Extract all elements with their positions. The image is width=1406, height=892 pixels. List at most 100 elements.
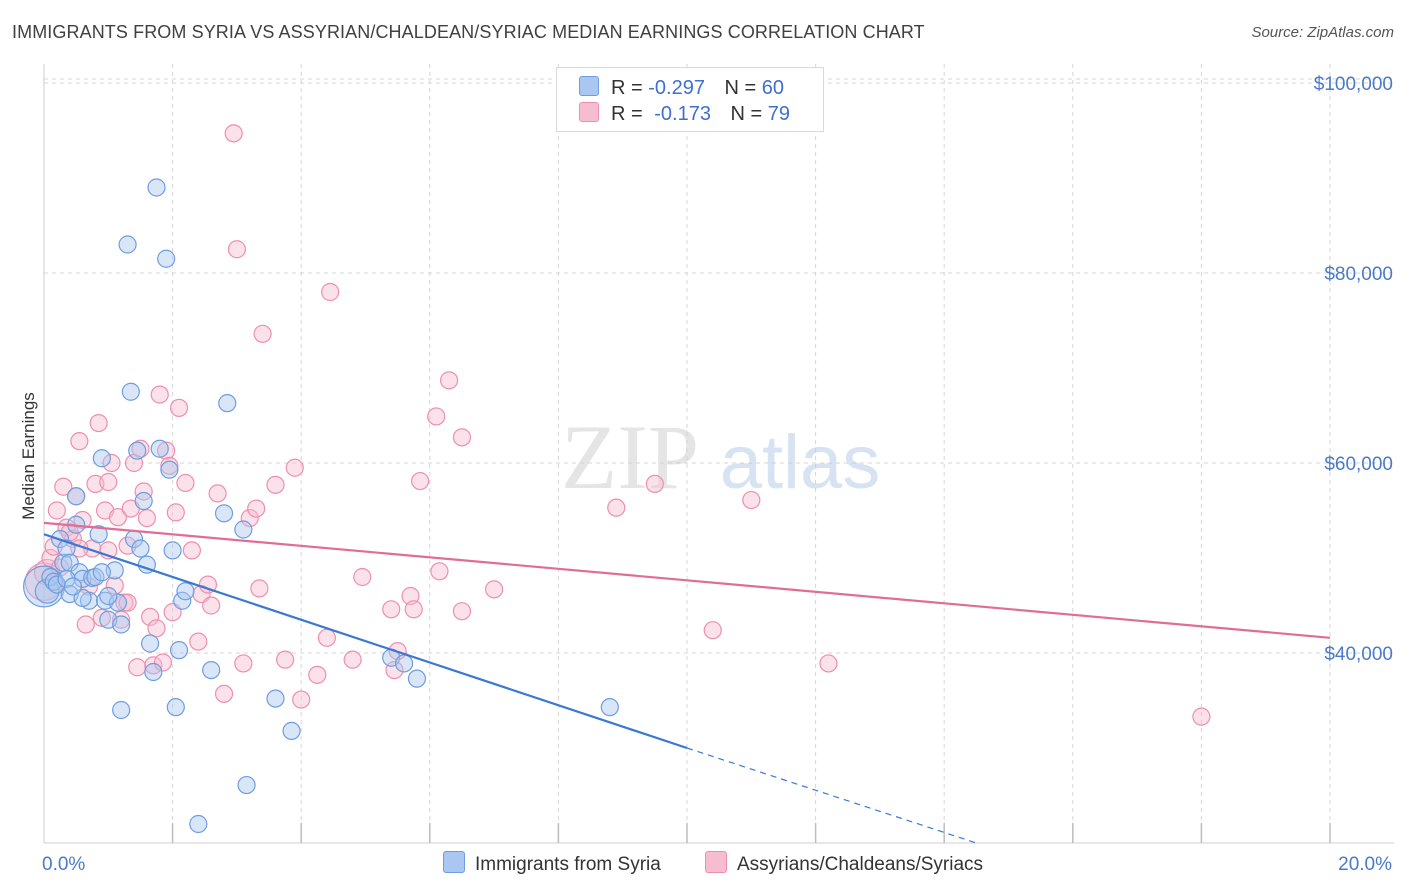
point-assyrians [1192,707,1211,726]
point-assyrians [819,654,838,673]
point-assyrians [70,432,89,451]
point-syria [189,814,208,834]
legend-swatch-syria [579,76,599,96]
legend-n-value: 60 [761,77,785,99]
point-syria [600,698,619,717]
point-assyrians [140,607,160,627]
point-assyrians [343,650,362,669]
point-assyrians [742,490,761,510]
bottom-legend-assyrians: Assyrians/Chaldeans/Syriacs [705,851,983,876]
axes-layer: $40,000 $60,000 $80,000 $100,000 0.0% 20.0% [42,64,1394,875]
point-assyrians [105,576,124,595]
point-assyrians [208,484,227,503]
point-assyrians [321,282,340,302]
legend-swatch-assyrians [579,102,599,122]
y-tick-label: $40,000 [1324,644,1393,665]
point-assyrians [47,501,66,520]
point-syria [266,689,285,708]
point-assyrians [439,371,459,390]
point-syria [140,634,160,653]
trend-line-assyrians [43,521,1331,639]
bottom-legend-swatch-assyrians [705,851,727,873]
point-assyrians [607,498,626,517]
point-syria [67,487,86,506]
point-assyrians [411,471,430,491]
point-assyrians [452,602,472,621]
point-assyrians [182,541,201,560]
bottom-legend-label-assyrians: Assyrians/Chaldeans/Syriacs [737,854,984,875]
point-assyrians [102,453,121,473]
point-assyrians [54,477,73,496]
point-syria [131,539,150,558]
point-assyrians [404,600,423,619]
point-assyrians [285,458,304,477]
point-assyrians [240,508,259,528]
point-syria [160,460,179,479]
y-tick-label: $60,000 [1324,454,1393,475]
point-assyrians [427,407,446,426]
point-syria [118,235,137,254]
point-assyrians [137,508,156,528]
point-syria [282,721,301,741]
correlation-legend: R = -0.297 N = 60 R = -0.173 N = 79 [556,67,824,132]
point-assyrians [430,562,449,581]
chart-title: IMMIGRANTS FROM SYRIA VS ASSYRIAN/CHALDE… [12,22,925,42]
point-assyrians [153,653,173,672]
point-syria [169,641,189,660]
legend-r-value: -0.297 [648,77,705,99]
point-assyrians [166,503,185,522]
point-assyrians [99,472,118,492]
point-assyrians [150,385,169,404]
point-assyrians [266,475,285,494]
point-assyrians [452,428,472,447]
trend-lines [43,521,1331,844]
bottom-legend-swatch-syria [443,851,465,873]
point-assyrians [134,482,153,501]
point-assyrians [224,124,243,143]
legend-n-label: N = [730,103,763,125]
legend-r-label: R = [611,103,643,125]
point-assyrians [234,654,253,673]
point-assyrians [176,473,195,493]
point-assyrians [89,414,108,433]
point-assyrians [253,324,272,343]
point-assyrians [118,593,137,612]
legend-r-label: R = [611,77,643,99]
watermark-atlas: atlas [720,420,881,505]
point-syria [92,563,111,582]
x-tick-label: 20.0% [1338,854,1392,875]
y-tick-label: $80,000 [1324,264,1393,285]
legend-n-label: N = [724,77,757,99]
bottom-legend-syria: Immigrants from Syria [443,851,661,876]
point-syria [147,178,166,197]
point-syria [121,382,140,401]
point-syria [99,586,118,606]
point-syria [176,582,195,601]
watermark-zip: ZIP [561,406,699,508]
point-assyrians [108,508,128,527]
point-syria [234,520,253,539]
point-syria [407,669,427,688]
point-assyrians [247,499,266,518]
point-syria [128,441,147,460]
point-assyrians [382,600,401,619]
point-assyrians [198,575,218,594]
point-syria [394,654,414,673]
point-assyrians [157,441,176,460]
y-axis-label: Median Earnings [19,392,38,520]
point-assyrians [76,615,95,634]
point-assyrians [169,398,189,417]
watermark: ZIP atlas [561,406,880,508]
point-syria [157,249,176,268]
point-assyrians [92,608,111,627]
point-syria [112,615,131,634]
point-assyrians [214,684,234,703]
point-syria [237,775,256,795]
y-tick-label: $100,000 [1314,74,1393,95]
trend-line-syria-extension [686,747,977,844]
legend-n-value: 79 [767,103,791,125]
point-assyrians [317,628,337,647]
point-assyrians [401,586,420,606]
point-syria [202,660,221,680]
